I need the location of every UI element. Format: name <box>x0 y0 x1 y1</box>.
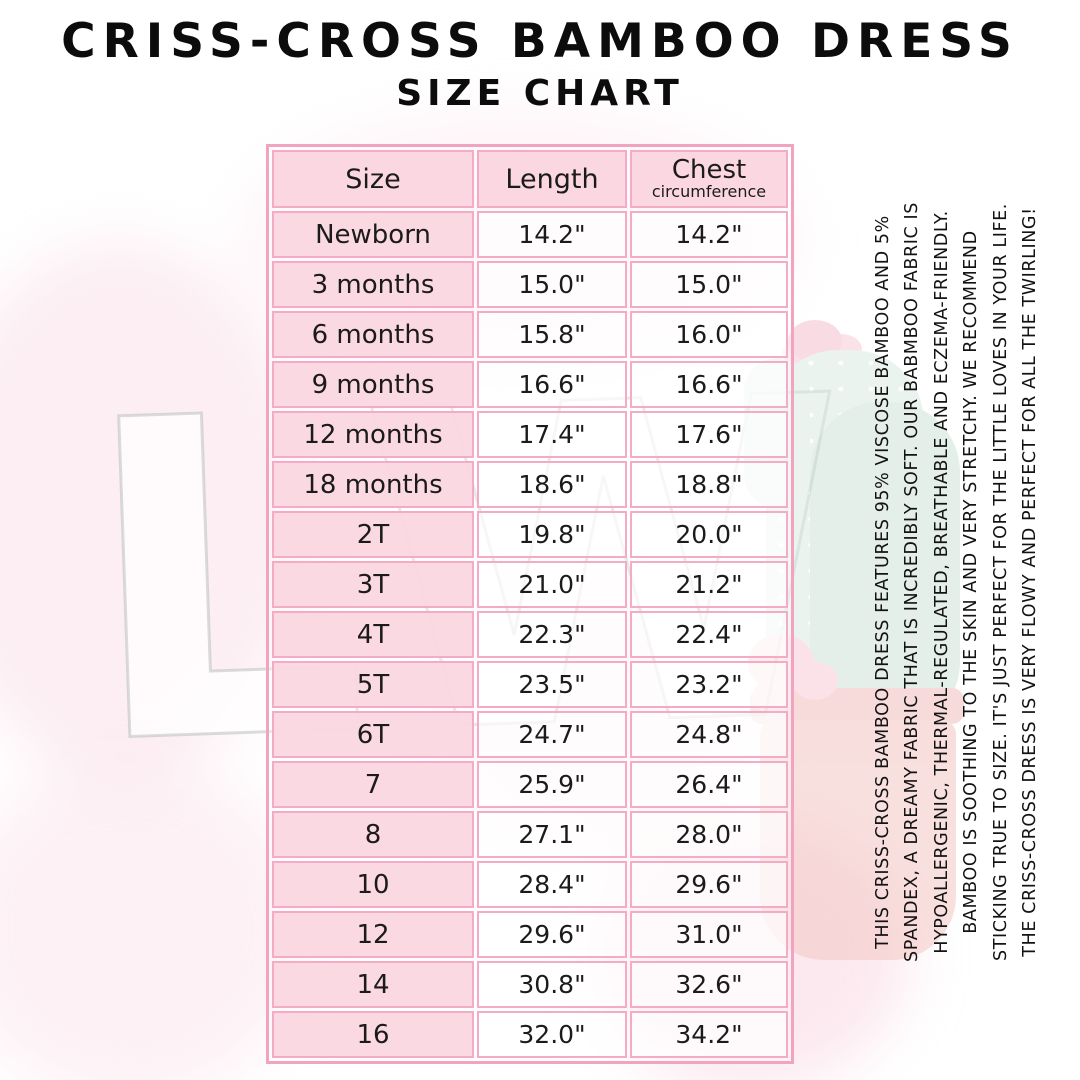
length-cell: 23.5" <box>477 661 627 708</box>
length-cell: 25.9" <box>477 761 627 808</box>
cactus-shade-shape <box>810 402 960 732</box>
col-header-chest: Chest circumference <box>630 150 788 208</box>
table-row: 12 months 17.4" 17.6" <box>272 411 788 458</box>
chest-cell: 31.0" <box>630 911 788 958</box>
chest-cell: 18.8" <box>630 461 788 508</box>
length-cell: 30.8" <box>477 961 627 1008</box>
table-row: 5T 23.5" 23.2" <box>272 661 788 708</box>
table-row: 6T 24.7" 24.8" <box>272 711 788 758</box>
chest-cell: 26.4" <box>630 761 788 808</box>
size-cell: 14 <box>272 961 474 1008</box>
col-header-chest-sub: circumference <box>651 182 767 202</box>
col-header-size: Size <box>272 150 474 208</box>
length-cell: 15.0" <box>477 261 627 308</box>
table-row: 18 months 18.6" 18.8" <box>272 461 788 508</box>
fabric-description: THIS CRISS-CROSS BAMBOO DRESS FEATURES 9… <box>869 107 1045 1057</box>
size-cell: 12 months <box>272 411 474 458</box>
length-cell: 21.0" <box>477 561 627 608</box>
size-cell: 6 months <box>272 311 474 358</box>
table-row: 9 months 16.6" 16.6" <box>272 361 788 408</box>
chest-cell: 16.6" <box>630 361 788 408</box>
chest-cell: 23.2" <box>630 661 788 708</box>
size-cell: 4T <box>272 611 474 658</box>
chest-cell: 34.2" <box>630 1011 788 1058</box>
size-cell: 10 <box>272 861 474 908</box>
size-table-body: Newborn 14.2" 14.2" 3 months 15.0" 15.0" 6 mon… <box>272 211 788 1058</box>
table-row: 12 29.6" 31.0" <box>272 911 788 958</box>
pink-wash-blob <box>0 760 310 1080</box>
size-cell: 7 <box>272 761 474 808</box>
fabric-description-line: BAMBOO IS SOOTHING TO THE SKIN AND VERY … <box>961 230 982 934</box>
chest-cell: 32.6" <box>630 961 788 1008</box>
fabric-description-line: SPANDEX, A DREAMY FABRIC THAT IS INCREDI… <box>902 202 923 962</box>
fabric-description-line: STICKING TRUE TO SIZE. IT'S JUST PERFECT… <box>990 203 1011 961</box>
col-header-chest-main: Chest <box>671 154 747 185</box>
size-cell: 5T <box>272 661 474 708</box>
title-block: CRISS-CROSS BAMBOO DRESS SIZE CHART <box>0 14 1080 114</box>
length-cell: 19.8" <box>477 511 627 558</box>
table-row: 3 months 15.0" 15.0" <box>272 261 788 308</box>
size-chart-table: Size Length Chest circumference Newborn 1… <box>266 144 794 1064</box>
length-cell: 27.1" <box>477 811 627 858</box>
table-row: 10 28.4" 29.6" <box>272 861 788 908</box>
length-cell: 32.0" <box>477 1011 627 1058</box>
size-cell: 2T <box>272 511 474 558</box>
chest-cell: 21.2" <box>630 561 788 608</box>
pink-wash-blob <box>0 240 310 780</box>
fabric-description-line: THE CRISS-CROSS DRESS IS VERY FLOWY AND … <box>1019 207 1040 957</box>
chest-cell: 24.8" <box>630 711 788 758</box>
length-cell: 14.2" <box>477 211 627 258</box>
length-cell: 22.3" <box>477 611 627 658</box>
size-cell: 12 <box>272 911 474 958</box>
fabric-description-line: HYPOALLERGENIC, THERMAL-REGULATED, BREAT… <box>931 210 952 954</box>
table-row: Newborn 14.2" 14.2" <box>272 211 788 258</box>
size-cell: 18 months <box>272 461 474 508</box>
size-cell: 8 <box>272 811 474 858</box>
size-cell: 16 <box>272 1011 474 1058</box>
chest-cell: 22.4" <box>630 611 788 658</box>
size-cell: 3T <box>272 561 474 608</box>
length-cell: 29.6" <box>477 911 627 958</box>
size-cell: 9 months <box>272 361 474 408</box>
table-row: 16 32.0" 34.2" <box>272 1011 788 1058</box>
chest-cell: 20.0" <box>630 511 788 558</box>
table-row: 4T 22.3" 22.4" <box>272 611 788 658</box>
chest-cell: 29.6" <box>630 861 788 908</box>
size-cell: 3 months <box>272 261 474 308</box>
table-row: 6 months 15.8" 16.0" <box>272 311 788 358</box>
size-cell: Newborn <box>272 211 474 258</box>
chest-cell: 15.0" <box>630 261 788 308</box>
page-title: CRISS-CROSS BAMBOO DRESS <box>61 14 1019 69</box>
col-header-length: Length <box>477 150 627 208</box>
length-cell: 28.4" <box>477 861 627 908</box>
length-cell: 16.6" <box>477 361 627 408</box>
page-subtitle: SIZE CHART <box>396 73 684 114</box>
length-cell: 18.6" <box>477 461 627 508</box>
chest-cell: 17.6" <box>630 411 788 458</box>
length-cell: 24.7" <box>477 711 627 758</box>
length-cell: 17.4" <box>477 411 627 458</box>
table-row: 8 27.1" 28.0" <box>272 811 788 858</box>
fabric-description-line: THIS CRISS-CROSS BAMBOO DRESS FEATURES 9… <box>873 215 893 949</box>
chest-cell: 28.0" <box>630 811 788 858</box>
table-row: 14 30.8" 32.6" <box>272 961 788 1008</box>
size-cell: 6T <box>272 711 474 758</box>
table-row: 2T 19.8" 20.0" <box>272 511 788 558</box>
table-header-row: Size Length Chest circumference <box>272 150 788 208</box>
table-row: 3T 21.0" 21.2" <box>272 561 788 608</box>
chest-cell: 14.2" <box>630 211 788 258</box>
table-row: 7 25.9" 26.4" <box>272 761 788 808</box>
length-cell: 15.8" <box>477 311 627 358</box>
chest-cell: 16.0" <box>630 311 788 358</box>
pink-wash-blob <box>420 560 760 860</box>
